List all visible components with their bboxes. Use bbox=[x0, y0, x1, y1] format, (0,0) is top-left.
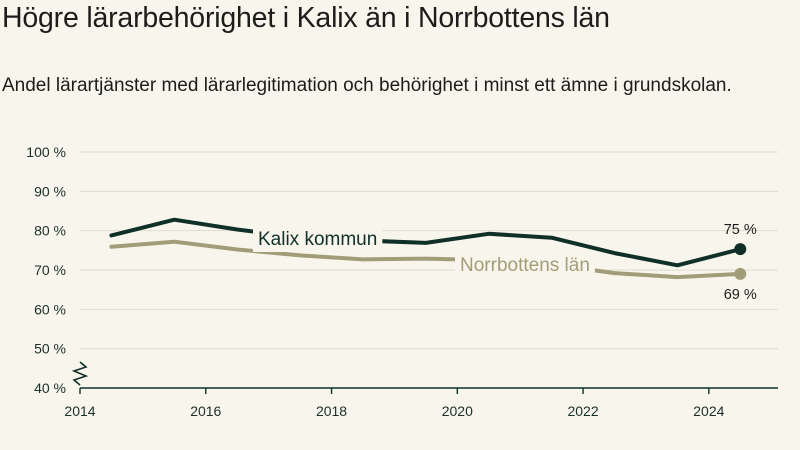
chart-title: Högre lärarbehörighet i Kalix än i Norrb… bbox=[2, 2, 610, 34]
x-tick-label: 2024 bbox=[693, 403, 724, 419]
series-label-norrbotten: Norrbottens län bbox=[460, 255, 590, 276]
x-axis: 2014 2016 2018 2020 2022 2024 bbox=[64, 387, 778, 419]
y-axis-ticks: 40 % 50 % 60 % 70 % 80 % 90 % 100 % bbox=[26, 144, 89, 396]
y-tick-label: 70 % bbox=[34, 262, 66, 278]
y-tick-label: 50 % bbox=[34, 341, 66, 357]
y-tick-label: 40 % bbox=[34, 380, 66, 396]
x-tick-label: 2020 bbox=[442, 403, 473, 419]
end-point-kalix bbox=[734, 243, 747, 256]
y-tick-label: 90 % bbox=[34, 183, 66, 199]
series-labels: Kalix kommun Norrbottens län 75 % 69 % bbox=[253, 222, 757, 303]
series-line-norrbotten bbox=[109, 239, 743, 280]
x-tick-label: 2018 bbox=[316, 403, 347, 419]
y-tick-label: 60 % bbox=[34, 301, 66, 317]
series-label-kalix-background bbox=[253, 227, 383, 252]
x-tick-label: 2016 bbox=[190, 403, 221, 419]
gridlines bbox=[80, 151, 778, 350]
end-value-label-kalix: 75 % bbox=[724, 222, 757, 238]
y-tick-label: 100 % bbox=[26, 144, 66, 160]
x-tick-label: 2022 bbox=[567, 403, 598, 419]
series-line-kalix bbox=[109, 217, 743, 268]
x-tick-label: 2014 bbox=[64, 403, 95, 419]
chart-subtitle: Andel lärartjänster med lärarlegitimatio… bbox=[2, 75, 732, 96]
y-tick-label: 80 % bbox=[34, 223, 66, 239]
series-label-kalix: Kalix kommun bbox=[258, 229, 377, 250]
series-lines bbox=[109, 217, 747, 280]
end-value-label-norrbotten: 69 % bbox=[724, 287, 757, 303]
axis-break-icon bbox=[71, 361, 89, 386]
series-label-norrbotten-background bbox=[455, 253, 595, 278]
end-point-norrbotten bbox=[734, 267, 747, 280]
